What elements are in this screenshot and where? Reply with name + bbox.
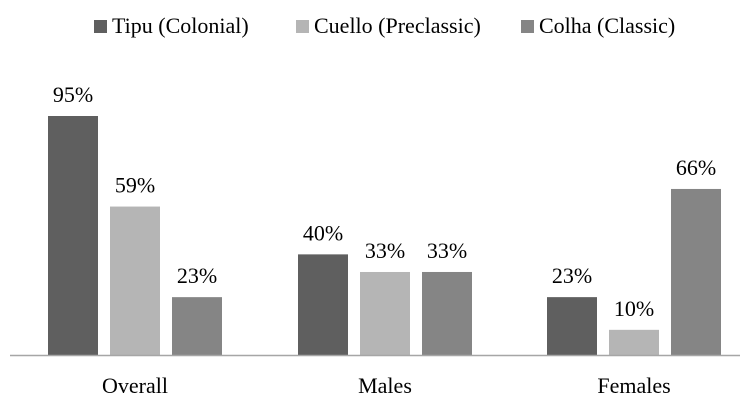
data-label-males-series-3: 33% — [427, 238, 467, 263]
legend-label-1: Tipu (Colonial) — [112, 13, 249, 38]
bar-males-series-2 — [360, 271, 410, 355]
data-label-overall-series-1: 95% — [53, 82, 93, 107]
bar-females-series-1 — [547, 297, 597, 355]
x-tick-label-females: Females — [597, 373, 670, 398]
bar-males-series-1 — [298, 254, 348, 355]
data-label-males-series-1: 40% — [303, 220, 343, 245]
bar-females-series-3 — [671, 188, 721, 355]
bar-males-series-3 — [422, 271, 472, 355]
legend-swatch-2 — [296, 20, 309, 33]
legend-swatch-1 — [94, 20, 107, 33]
bar-females-series-2 — [609, 329, 659, 355]
legend-label-3: Colha (Classic) — [539, 13, 675, 38]
legend-label-2: Cuello (Preclassic) — [314, 13, 481, 38]
data-label-females-series-3: 66% — [676, 155, 716, 180]
x-axis-tick-labels: Overall Males Females — [102, 373, 671, 398]
data-label-females-series-2: 10% — [614, 296, 654, 321]
data-label-overall-series-3: 23% — [177, 263, 217, 288]
chart-legend: Tipu (Colonial) Cuello (Preclassic) Colha … — [94, 13, 675, 38]
x-tick-label-males: Males — [358, 373, 412, 398]
data-label-females-series-1: 23% — [552, 263, 592, 288]
data-label-overall-series-2: 59% — [115, 173, 155, 198]
bar-overall-series-2 — [110, 206, 160, 355]
bar-overall-series-1 — [48, 116, 98, 355]
x-tick-label-overall: Overall — [102, 373, 168, 398]
bar-overall-series-3 — [172, 297, 222, 355]
data-label-group: 95% 59% 23% 40% 33% 33% 23% 10% 66% — [53, 82, 716, 321]
data-label-males-series-2: 33% — [365, 238, 405, 263]
bar-series-group — [48, 116, 721, 355]
legend-swatch-3 — [521, 20, 534, 33]
